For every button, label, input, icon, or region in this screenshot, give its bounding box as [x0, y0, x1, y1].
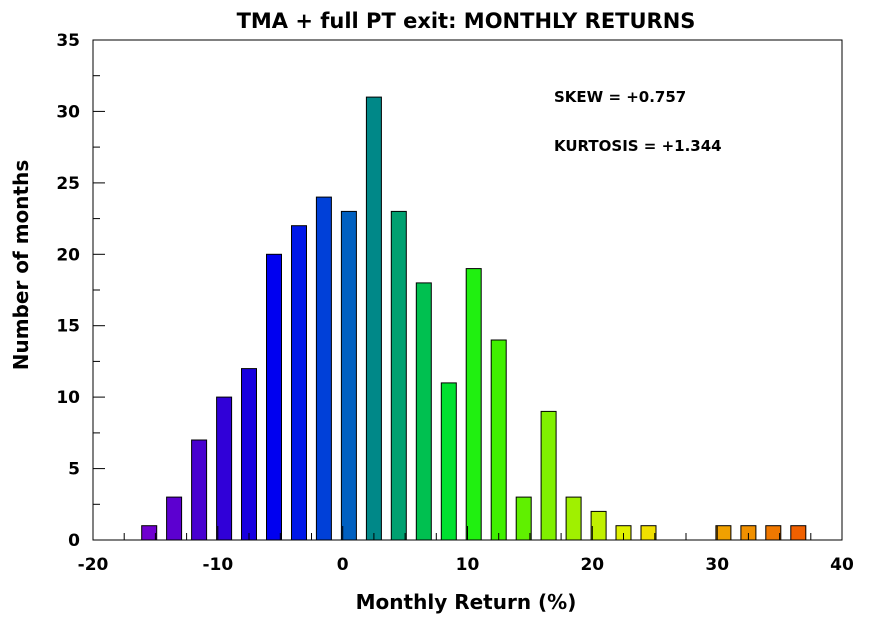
bar-6 — [266, 253, 282, 541]
x-tick-label: 40 — [830, 555, 854, 575]
bar-9 — [340, 210, 357, 541]
y-tick-label: 20 — [56, 245, 80, 265]
kurtosis-annotation: KURTOSIS = +1.344 — [554, 137, 722, 155]
bar-14 — [465, 268, 482, 541]
bar-11 — [390, 210, 407, 541]
x-tick-label: -10 — [202, 555, 233, 575]
bar-17 — [540, 410, 557, 541]
bar-1 — [141, 525, 158, 541]
bar-4 — [216, 396, 233, 541]
x-axis-ticks: -20 -10 0 10 20 30 40 — [78, 526, 854, 575]
bar-10 — [365, 96, 382, 541]
chart-title: TMA + full PT exit: MONTHLY RETURNS — [237, 9, 696, 33]
bar-15 — [490, 339, 507, 541]
bar-18 — [565, 496, 582, 541]
x-tick-label: -20 — [78, 555, 109, 575]
bar-5 — [241, 368, 257, 541]
bar-27 — [790, 525, 807, 541]
y-tick-label: 35 — [56, 31, 80, 51]
bar-3 — [191, 439, 208, 541]
y-tick-label: 25 — [56, 174, 80, 194]
bars — [141, 96, 807, 541]
y-tick-label: 5 — [68, 460, 80, 480]
bar-16 — [515, 496, 532, 541]
bar-2 — [166, 496, 183, 541]
bar-7 — [291, 225, 307, 541]
bar-12 — [415, 282, 432, 541]
x-tick-label: 0 — [337, 555, 349, 575]
x-tick-label: 10 — [456, 555, 480, 575]
y-axis-label: Number of months — [9, 160, 33, 370]
bar-21 — [640, 525, 657, 541]
x-tick-label: 20 — [580, 555, 604, 575]
skew-annotation: SKEW = +0.757 — [554, 88, 686, 106]
y-tick-label: 0 — [68, 531, 80, 551]
y-axis-ticks: 0 5 10 15 20 25 30 35 — [56, 31, 105, 551]
y-tick-label: 10 — [56, 388, 80, 408]
y-tick-label: 15 — [56, 317, 80, 337]
bar-8 — [315, 196, 332, 541]
bar-24 — [715, 525, 732, 541]
bar-19 — [590, 510, 607, 541]
x-axis-label: Monthly Return (%) — [356, 590, 577, 614]
bar-13 — [440, 382, 457, 541]
y-tick-label: 30 — [56, 102, 80, 122]
bar-26 — [765, 525, 782, 541]
x-tick-label: 30 — [705, 555, 729, 575]
